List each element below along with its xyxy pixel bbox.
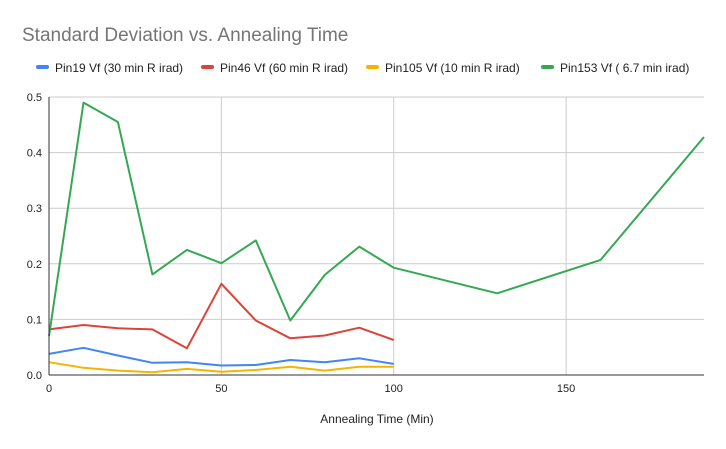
y-tick-label: 0.4 [27,148,42,160]
legend-swatch-1 [36,65,49,69]
y-tick-label: 0.1 [27,314,42,326]
legend-swatch-2 [201,65,214,69]
x-tick-label: 50 [215,383,227,395]
y-tick-label: 0.0 [27,370,42,382]
x-tick-label: 150 [557,383,575,395]
tick-labels: 0.0 0.1 0.2 0.3 0.4 0.5 0 50 100 150 [27,92,576,395]
chart-title: Standard Deviation vs. Annealing Time [22,25,348,46]
legend-swatch-4 [541,65,554,69]
legend-swatch-3 [366,65,379,69]
y-tick-label: 0.3 [27,203,42,215]
axes [48,97,704,376]
series-lines [48,101,705,374]
legend: Pin19 Vf (30 min R irad) Pin46 Vf (60 min… [36,61,689,75]
y-tick-label: 0.5 [27,92,42,104]
gridlines [49,96,704,375]
series-line-2 [48,282,395,350]
legend-label-4: Pin153 Vf ( 6.7 min irad) [560,61,689,75]
legend-label-2: Pin46 Vf (60 min R irad) [220,61,348,75]
y-tick-label: 0.2 [27,259,42,271]
x-tick-label: 0 [46,383,52,395]
series-line-1 [48,346,394,367]
x-axis-title: Annealing Time (Min) [320,412,433,426]
legend-label-3: Pin105 Vf (10 min R irad) [385,61,520,75]
series-line-4 [48,101,705,337]
series-line-3 [48,361,394,374]
legend-label-1: Pin19 Vf (30 min R irad) [55,61,183,75]
x-tick-label: 100 [385,383,403,395]
